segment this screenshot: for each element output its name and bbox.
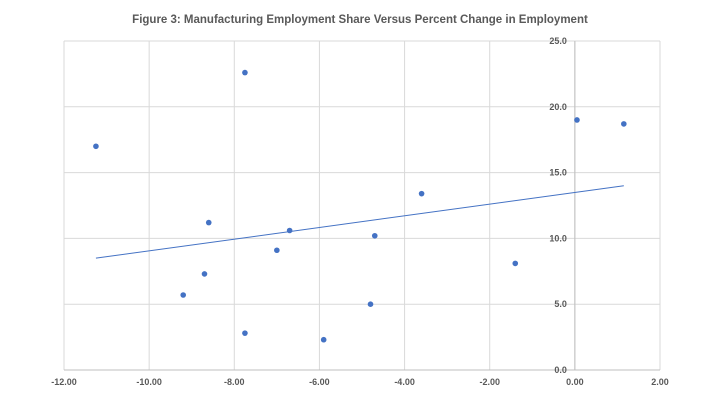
data-point bbox=[371, 232, 378, 239]
data-point bbox=[367, 301, 374, 308]
x-tick-label: 2.00 bbox=[651, 377, 669, 387]
data-point bbox=[512, 260, 519, 267]
data-point bbox=[205, 219, 212, 226]
data-point bbox=[242, 69, 248, 76]
data-point bbox=[286, 227, 293, 234]
chart-title: Figure 3: Manufacturing Employment Share… bbox=[132, 14, 588, 26]
y-axis-ticks: 0.0 5.0 10.0 15.0 20.0 25.0 bbox=[549, 36, 567, 375]
y-tick-label: 15.0 bbox=[549, 168, 567, 178]
data-point bbox=[180, 292, 186, 298]
y-tick-label: 5.0 bbox=[554, 299, 567, 309]
data-point bbox=[320, 336, 327, 343]
x-tick-label: -12.00 bbox=[51, 377, 77, 387]
x-axis-ticks: -12.00 -10.00 -8.00 -6.00 -4.00 -2.00 0.00 2.00 bbox=[51, 377, 669, 387]
x-tick-label: -8.00 bbox=[224, 377, 245, 387]
data-point bbox=[201, 271, 208, 277]
x-tick-label: -4.00 bbox=[394, 377, 415, 387]
data-point bbox=[274, 247, 280, 254]
y-tick-label: 10.0 bbox=[549, 233, 567, 243]
y-tick-label: 25.0 bbox=[549, 36, 567, 46]
data-point bbox=[93, 143, 99, 150]
trendline-group bbox=[95, 185, 624, 259]
data-point bbox=[621, 121, 627, 127]
data-point bbox=[574, 117, 580, 123]
x-tick-label: -2.00 bbox=[479, 377, 500, 387]
data-point bbox=[418, 190, 425, 197]
x-tick-label: 0.00 bbox=[566, 377, 584, 387]
data-point bbox=[242, 330, 248, 336]
x-tick-label: -6.00 bbox=[309, 377, 330, 387]
gridlines bbox=[63, 40, 661, 371]
x-tick-label: -10.00 bbox=[136, 377, 162, 387]
y-tick-label: 20.0 bbox=[549, 102, 567, 112]
data-points bbox=[93, 69, 627, 343]
trendline bbox=[95, 185, 624, 259]
y-tick-label: 0.0 bbox=[554, 365, 567, 375]
